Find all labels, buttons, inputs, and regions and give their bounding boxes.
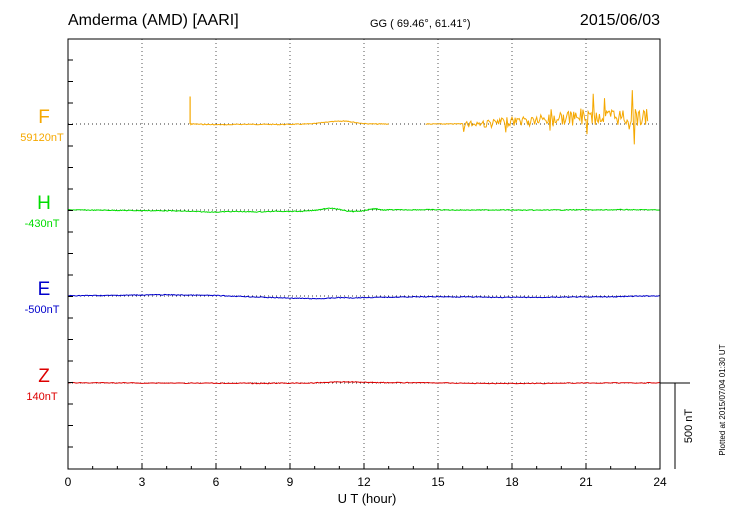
component-labels: F 59120nT H -430nT E -500nT Z 140nT [20,107,64,403]
trace-e [67,293,661,300]
x-tick-label: 15 [431,475,445,489]
x-tick-label: 0 [65,475,72,489]
observation-date: 2015/06/03 [580,12,660,29]
x-tick-label: 3 [139,475,146,489]
x-axis-ticks: 0 3 6 9 12 15 18 21 24 [65,59,667,489]
baseline-value-f: 59120nT [20,132,64,144]
baseline-value-e: -500nT [25,304,60,316]
x-tick-label: 21 [579,475,593,489]
component-letter-f: F [38,107,50,128]
component-letter-z: Z [38,366,50,387]
trace-z [67,381,661,385]
trace-f [189,90,649,145]
x-tick-label: 18 [505,475,519,489]
scale-bar-label: 500 nT [683,409,695,444]
plotted-timestamp: Plotted at 2015/07/04 01:30 UT [718,344,727,455]
x-tick-label: 12 [357,475,371,489]
plot-grid [68,39,660,469]
component-letter-h: H [37,193,51,214]
baseline-value-h: -430nT [25,218,60,230]
scale-bar: 500 nT [660,382,695,469]
x-axis-label: U T (hour) [338,491,397,506]
component-letter-e: E [38,279,51,300]
geographic-coordinates: GG ( 69.46°, 61.41°) [370,18,471,30]
x-tick-label: 9 [287,475,294,489]
component-traces [67,90,661,385]
trace-h [67,207,661,213]
x-tick-label: 6 [213,475,220,489]
baseline-value-z: 140nT [26,391,57,403]
station-title: Amderma (AMD) [AARI] [68,12,239,29]
x-tick-label: 24 [653,475,667,489]
